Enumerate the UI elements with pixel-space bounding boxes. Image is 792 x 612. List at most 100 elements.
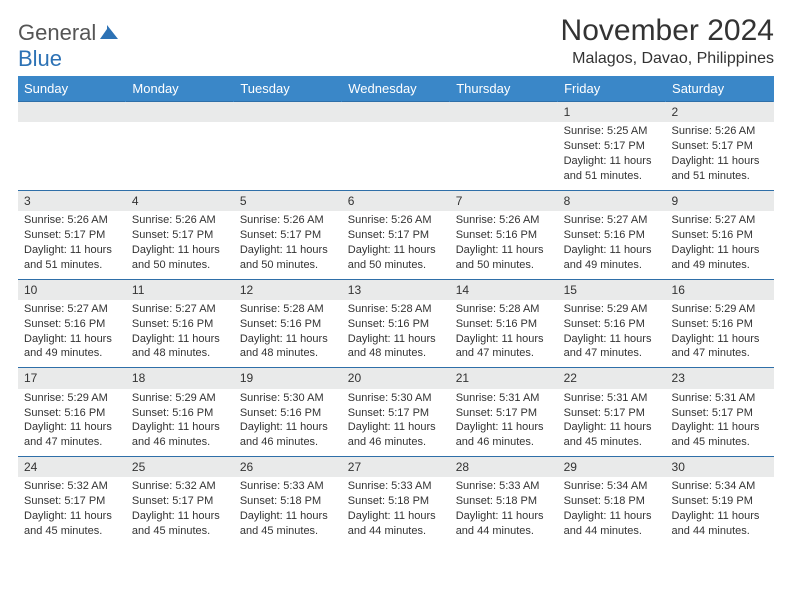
day-detail-cell: Sunrise: 5:26 AMSunset: 5:17 PMDaylight:…: [342, 211, 450, 279]
day-number-cell: 30: [666, 457, 774, 478]
sunset-line: Sunset: 5:17 PM: [24, 494, 120, 509]
day-number: 4: [126, 191, 234, 211]
sunset-line: Sunset: 5:17 PM: [672, 406, 768, 421]
day-detail: Sunrise: 5:28 AMSunset: 5:16 PMDaylight:…: [342, 300, 450, 367]
day-detail-cell: Sunrise: 5:27 AMSunset: 5:16 PMDaylight:…: [18, 300, 126, 368]
day-detail-cell: Sunrise: 5:26 AMSunset: 5:17 PMDaylight:…: [18, 211, 126, 279]
day-number-cell: 18: [126, 368, 234, 389]
daylight-line: Daylight: 11 hours and 45 minutes.: [672, 420, 768, 450]
day-detail: Sunrise: 5:26 AMSunset: 5:17 PMDaylight:…: [18, 211, 126, 278]
sunrise-line: Sunrise: 5:26 AM: [672, 124, 768, 139]
week-daynum-row: 17181920212223: [18, 368, 774, 389]
week-daynum-row: 12: [18, 102, 774, 123]
sunrise-line: Sunrise: 5:33 AM: [456, 479, 552, 494]
sunset-line: Sunset: 5:16 PM: [24, 317, 120, 332]
sunset-line: Sunset: 5:18 PM: [348, 494, 444, 509]
day-number: 11: [126, 280, 234, 300]
weekday-header-row: SundayMondayTuesdayWednesdayThursdayFrid…: [18, 76, 774, 102]
sunrise-line: Sunrise: 5:29 AM: [132, 391, 228, 406]
sunrise-line: Sunrise: 5:28 AM: [240, 302, 336, 317]
sunset-line: Sunset: 5:17 PM: [348, 406, 444, 421]
daylight-line: Daylight: 11 hours and 47 minutes.: [24, 420, 120, 450]
daylight-line: Daylight: 11 hours and 50 minutes.: [456, 243, 552, 273]
day-detail: Sunrise: 5:33 AMSunset: 5:18 PMDaylight:…: [342, 477, 450, 544]
day-number-cell: 7: [450, 190, 558, 211]
weekday-header: Friday: [558, 76, 666, 102]
sunrise-line: Sunrise: 5:34 AM: [672, 479, 768, 494]
sunrise-line: Sunrise: 5:26 AM: [348, 213, 444, 228]
daylight-line: Daylight: 11 hours and 49 minutes.: [564, 243, 660, 273]
day-detail: Sunrise: 5:27 AMSunset: 5:16 PMDaylight:…: [558, 211, 666, 278]
sunset-line: Sunset: 5:16 PM: [240, 317, 336, 332]
day-number: 5: [234, 191, 342, 211]
day-number-cell: [126, 102, 234, 123]
day-detail-cell: Sunrise: 5:34 AMSunset: 5:18 PMDaylight:…: [558, 477, 666, 544]
sunset-line: Sunset: 5:16 PM: [348, 317, 444, 332]
sunset-line: Sunset: 5:17 PM: [564, 406, 660, 421]
sunrise-line: Sunrise: 5:30 AM: [240, 391, 336, 406]
daylight-line: Daylight: 11 hours and 51 minutes.: [672, 154, 768, 184]
day-detail: Sunrise: 5:29 AMSunset: 5:16 PMDaylight:…: [558, 300, 666, 367]
sunrise-line: Sunrise: 5:26 AM: [240, 213, 336, 228]
sunset-line: Sunset: 5:17 PM: [348, 228, 444, 243]
day-number-cell: 14: [450, 279, 558, 300]
sunset-line: Sunset: 5:16 PM: [24, 406, 120, 421]
sunset-line: Sunset: 5:17 PM: [132, 228, 228, 243]
daylight-line: Daylight: 11 hours and 47 minutes.: [564, 332, 660, 362]
calendar-table: SundayMondayTuesdayWednesdayThursdayFrid…: [18, 76, 774, 545]
day-detail-cell: [234, 122, 342, 190]
day-detail: Sunrise: 5:25 AMSunset: 5:17 PMDaylight:…: [558, 122, 666, 189]
day-detail: Sunrise: 5:34 AMSunset: 5:19 PMDaylight:…: [666, 477, 774, 544]
sunrise-line: Sunrise: 5:32 AM: [24, 479, 120, 494]
daylight-line: Daylight: 11 hours and 45 minutes.: [240, 509, 336, 539]
daylight-line: Daylight: 11 hours and 48 minutes.: [348, 332, 444, 362]
day-number: 6: [342, 191, 450, 211]
day-detail-cell: Sunrise: 5:34 AMSunset: 5:19 PMDaylight:…: [666, 477, 774, 544]
weekday-header: Tuesday: [234, 76, 342, 102]
sunset-line: Sunset: 5:16 PM: [456, 228, 552, 243]
sunrise-line: Sunrise: 5:26 AM: [132, 213, 228, 228]
daylight-line: Daylight: 11 hours and 47 minutes.: [672, 332, 768, 362]
sunset-line: Sunset: 5:19 PM: [672, 494, 768, 509]
weekday-header: Saturday: [666, 76, 774, 102]
day-number: 2: [666, 102, 774, 122]
day-detail-cell: Sunrise: 5:27 AMSunset: 5:16 PMDaylight:…: [558, 211, 666, 279]
sunrise-line: Sunrise: 5:32 AM: [132, 479, 228, 494]
title-block: November 2024 Malagos, Davao, Philippine…: [561, 14, 774, 68]
sunrise-line: Sunrise: 5:27 AM: [564, 213, 660, 228]
day-number: 13: [342, 280, 450, 300]
day-detail-cell: Sunrise: 5:31 AMSunset: 5:17 PMDaylight:…: [666, 389, 774, 457]
day-detail-cell: Sunrise: 5:28 AMSunset: 5:16 PMDaylight:…: [234, 300, 342, 368]
day-number: 18: [126, 368, 234, 388]
sunset-line: Sunset: 5:16 PM: [564, 317, 660, 332]
day-detail-cell: Sunrise: 5:29 AMSunset: 5:16 PMDaylight:…: [558, 300, 666, 368]
sunset-line: Sunset: 5:18 PM: [240, 494, 336, 509]
day-number-cell: 2: [666, 102, 774, 123]
day-number: [126, 102, 234, 108]
day-detail-cell: Sunrise: 5:27 AMSunset: 5:16 PMDaylight:…: [126, 300, 234, 368]
sunset-line: Sunset: 5:16 PM: [564, 228, 660, 243]
day-detail-cell: Sunrise: 5:32 AMSunset: 5:17 PMDaylight:…: [126, 477, 234, 544]
day-number-cell: [234, 102, 342, 123]
day-detail: Sunrise: 5:28 AMSunset: 5:16 PMDaylight:…: [234, 300, 342, 367]
day-detail-cell: Sunrise: 5:33 AMSunset: 5:18 PMDaylight:…: [450, 477, 558, 544]
weekday-header: Monday: [126, 76, 234, 102]
day-number: 25: [126, 457, 234, 477]
day-number-cell: 21: [450, 368, 558, 389]
day-number: 28: [450, 457, 558, 477]
sunrise-line: Sunrise: 5:29 AM: [672, 302, 768, 317]
day-number-cell: 12: [234, 279, 342, 300]
day-detail-cell: Sunrise: 5:31 AMSunset: 5:17 PMDaylight:…: [558, 389, 666, 457]
day-number: [450, 102, 558, 108]
day-number: 1: [558, 102, 666, 122]
day-number-cell: 9: [666, 190, 774, 211]
day-detail-cell: Sunrise: 5:26 AMSunset: 5:17 PMDaylight:…: [126, 211, 234, 279]
day-detail: Sunrise: 5:33 AMSunset: 5:18 PMDaylight:…: [450, 477, 558, 544]
daylight-line: Daylight: 11 hours and 46 minutes.: [240, 420, 336, 450]
day-number: 24: [18, 457, 126, 477]
daylight-line: Daylight: 11 hours and 46 minutes.: [348, 420, 444, 450]
daylight-line: Daylight: 11 hours and 50 minutes.: [240, 243, 336, 273]
weekday-header: Sunday: [18, 76, 126, 102]
day-detail: Sunrise: 5:32 AMSunset: 5:17 PMDaylight:…: [18, 477, 126, 544]
day-detail: Sunrise: 5:26 AMSunset: 5:17 PMDaylight:…: [666, 122, 774, 189]
